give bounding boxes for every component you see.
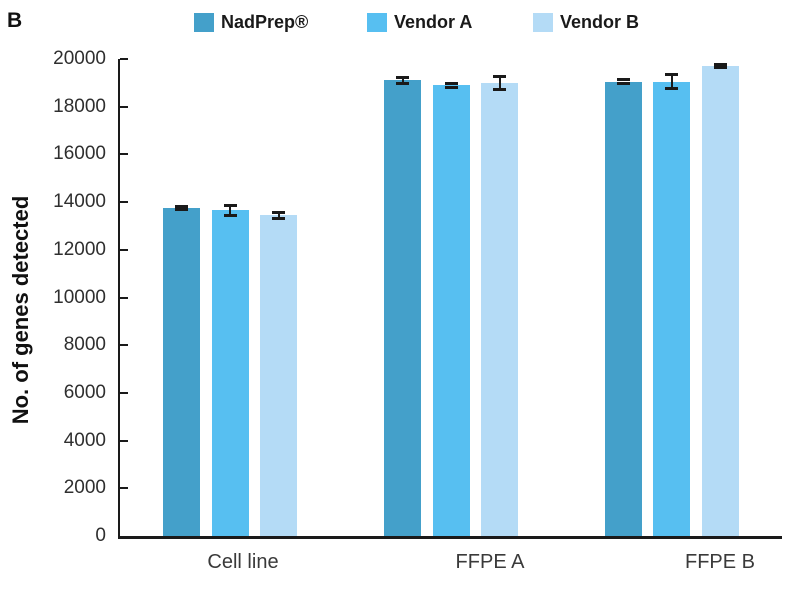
y-axis-tick-label: 8000 xyxy=(63,334,106,356)
y-axis-tick-label: 6000 xyxy=(63,381,106,403)
y-axis-tick-label: 0 xyxy=(95,525,106,546)
error-bar-cap xyxy=(713,63,727,67)
error-bar-line xyxy=(277,212,280,219)
error-bar-cap xyxy=(175,205,189,209)
error-bar-cap xyxy=(272,210,286,214)
bar-nadprep--ffpe-a xyxy=(384,80,421,536)
y-axis-tick-label: 2000 xyxy=(63,477,106,499)
legend-swatch-icon xyxy=(367,13,387,32)
y-axis-tick xyxy=(120,296,128,299)
bar-vendor-b-cell-line xyxy=(260,215,298,536)
bar-vendor-b-ffpe-b xyxy=(701,66,739,536)
y-axis-tick-label: 20000 xyxy=(53,48,106,69)
legend-label: Vendor A xyxy=(394,12,473,32)
legend-label: NadPrep® xyxy=(221,12,309,32)
y-axis-tick xyxy=(120,153,128,156)
legend-item: NadPrep® xyxy=(194,12,308,33)
plot-area xyxy=(118,58,782,539)
error-bar-cap xyxy=(444,81,458,85)
bar-nadprep--cell-line xyxy=(163,208,201,536)
error-bar-cap xyxy=(665,86,679,90)
y-axis-tick xyxy=(120,344,128,347)
bar-nadprep--ffpe-b xyxy=(604,81,642,536)
legend-swatch-icon xyxy=(194,13,214,32)
bar-vendor-b-ffpe-a xyxy=(481,82,518,536)
legend-item: Vendor B xyxy=(533,12,639,33)
error-bar-cap xyxy=(396,76,409,80)
error-bar-cap xyxy=(493,75,506,79)
panel-label: B xyxy=(7,9,23,32)
x-axis-category-label: FFPE A xyxy=(455,551,525,573)
bar-vendor-a-ffpe-a xyxy=(432,85,470,536)
y-axis-tick-label: 12000 xyxy=(53,238,106,260)
error-bar-cap xyxy=(223,204,237,208)
error-bar-cap xyxy=(175,207,189,211)
error-bar-cap xyxy=(272,216,286,220)
y-axis-tick xyxy=(120,391,128,394)
error-bar-line xyxy=(229,205,232,216)
error-bar-cap xyxy=(396,81,409,85)
y-axis-tick xyxy=(120,487,128,490)
y-axis-tick xyxy=(120,105,128,108)
legend-swatch-icon xyxy=(533,13,553,32)
error-bar-cap xyxy=(444,85,458,89)
y-axis-tick xyxy=(120,248,128,251)
x-axis-category-label: Cell line xyxy=(207,551,279,573)
legend-label: Vendor B xyxy=(560,12,640,32)
y-axis-tick-label: 14000 xyxy=(53,191,106,213)
error-bar-line xyxy=(670,74,673,89)
y-axis-tick-label: 4000 xyxy=(63,429,106,451)
y-axis-tick-label: 16000 xyxy=(53,143,106,165)
y-axis-tick-label: 10000 xyxy=(53,286,106,308)
y-axis-tick xyxy=(120,58,128,60)
y-axis-tick xyxy=(120,201,128,204)
x-axis-category-label: FFPE B xyxy=(684,551,756,573)
error-bar-line xyxy=(498,76,501,90)
bar-vendor-a-cell-line xyxy=(211,210,249,536)
error-bar-line xyxy=(401,77,404,84)
bar-vendor-a-ffpe-b xyxy=(653,81,691,536)
y-axis-tick-label: 18000 xyxy=(53,95,106,117)
error-bar-cap xyxy=(616,81,630,85)
error-bar-cap xyxy=(713,66,727,70)
legend-item: Vendor A xyxy=(367,12,472,33)
error-bar-cap xyxy=(223,213,237,217)
error-bar-cap xyxy=(616,78,630,82)
y-axis-tick xyxy=(120,439,128,442)
error-bar-cap xyxy=(493,87,506,91)
error-bar-cap xyxy=(665,73,679,77)
